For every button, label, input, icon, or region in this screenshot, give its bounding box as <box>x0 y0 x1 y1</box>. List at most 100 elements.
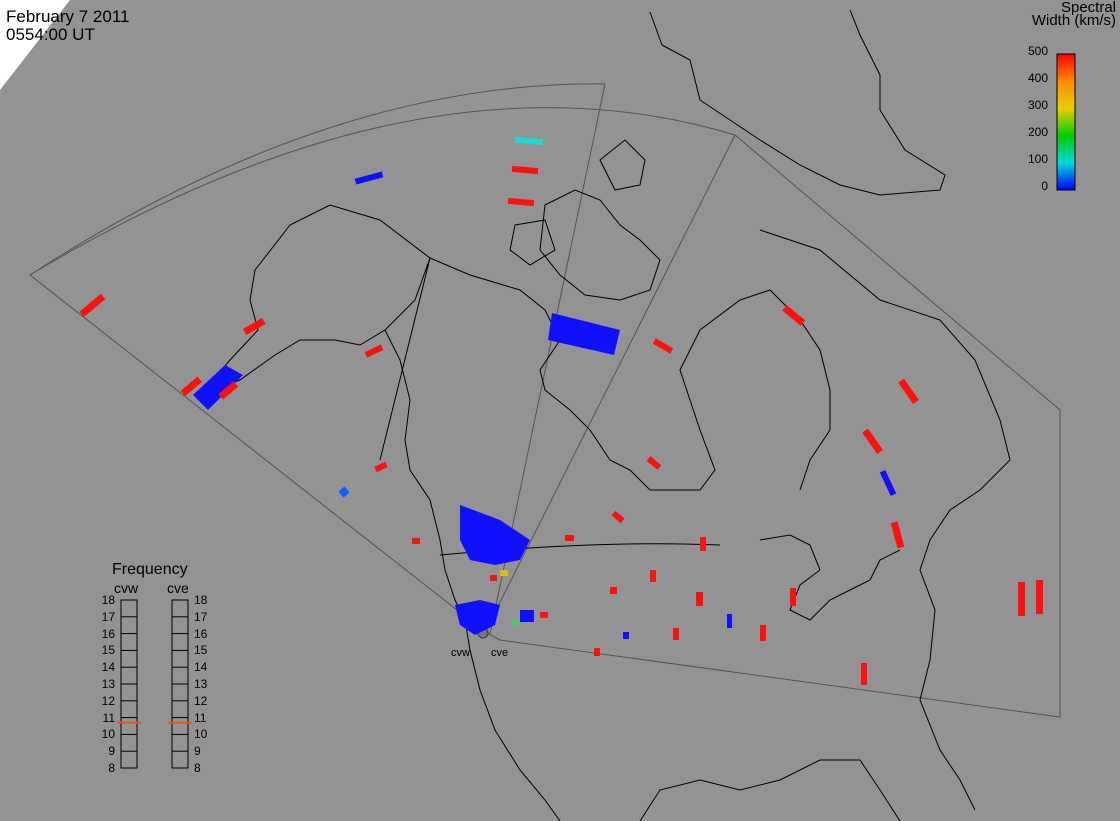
frequency-scales <box>120 599 189 769</box>
echo-cell <box>650 570 656 582</box>
frequency-tick-lines <box>121 616 188 769</box>
frequency-scale-label: 15 <box>194 643 208 658</box>
echo-cell <box>611 510 625 524</box>
echo-cell <box>412 538 420 544</box>
frequency-scale-label: 13 <box>101 677 115 691</box>
alaska-coast <box>199 204 431 396</box>
colorbar-tick-label: 400 <box>1027 71 1048 85</box>
echo-cell <box>696 592 703 606</box>
cvw-fov-arc <box>29 83 606 276</box>
echo-cell <box>594 648 600 656</box>
colorbar-title: Spectral <box>1060 0 1116 16</box>
echo-cell <box>790 588 796 606</box>
fov-boundary-line <box>484 134 736 633</box>
colorbar-tick-label: 500 <box>1027 44 1048 58</box>
frequency-scale-label: 15 <box>101 643 115 658</box>
coastlines <box>199 9 1011 821</box>
frequency-scale-label: 18 <box>101 593 115 607</box>
east-coast <box>759 229 1011 811</box>
echo-cell <box>242 317 266 335</box>
frequency-scale-label: 14 <box>194 660 208 675</box>
frequency-scale-label: 8 <box>194 761 201 775</box>
colorbar-tick-label: 100 <box>1027 152 1048 166</box>
echo-cell <box>540 612 548 618</box>
arctic-islands <box>539 189 661 301</box>
frequency-scale-label: 8 <box>108 761 115 775</box>
echo-patch <box>548 313 620 355</box>
frequency-radar-cvw: cvw <box>114 580 139 596</box>
echo-cell <box>218 381 239 400</box>
echo-cell <box>727 614 732 628</box>
frequency-title: Frequency <box>112 561 188 578</box>
frequency-scale-label: 16 <box>194 626 208 641</box>
colorbar <box>1056 53 1076 191</box>
backscatter-echoes <box>79 136 1043 685</box>
echo-cell <box>1018 582 1025 616</box>
echo-cell <box>364 344 384 358</box>
echo-cell <box>490 575 497 581</box>
echo-cell <box>79 293 106 318</box>
echo-patch <box>460 505 530 565</box>
frequency-scale-label: 14 <box>101 660 115 675</box>
echo-patch <box>193 365 243 410</box>
victoria-island <box>509 219 556 266</box>
echo-cell <box>782 304 806 326</box>
echo-cell <box>511 165 539 175</box>
echo-cell <box>520 610 534 622</box>
gulf-coast <box>639 759 901 821</box>
colorbar-tick-label: 200 <box>1027 125 1048 139</box>
greenland-coast <box>649 9 946 196</box>
frequency-scale-label: 12 <box>194 693 208 708</box>
echo-cell <box>507 197 535 207</box>
frequency-scale-label: 16 <box>101 626 115 641</box>
colorbar-tick-label: 0 <box>1041 179 1048 193</box>
radar-label-cve: cve <box>491 647 509 659</box>
echo-cell <box>610 587 617 594</box>
echo-cell <box>338 486 350 498</box>
frequency-scale-label: 13 <box>194 677 208 691</box>
frequency-scale-label: 10 <box>194 727 208 742</box>
echo-cell <box>514 136 544 146</box>
echo-cell <box>861 663 867 685</box>
hudson-bay-coast <box>429 257 831 491</box>
frequency-scale-label: 12 <box>101 693 115 708</box>
echo-cell <box>700 537 706 551</box>
frequency-scale-label: 9 <box>194 744 201 759</box>
west-coast <box>384 329 561 821</box>
echo-cell <box>623 632 629 639</box>
frequency-scale-label: 9 <box>108 744 115 759</box>
alaska-border <box>379 257 431 461</box>
echo-cell <box>862 428 883 454</box>
corner-region <box>0 0 70 90</box>
echo-cell <box>500 570 508 576</box>
frequency-scale-label: 11 <box>102 710 115 725</box>
ellesmere-island <box>599 139 646 191</box>
echo-patch <box>455 600 500 635</box>
frequency-scale-label: 17 <box>101 609 115 624</box>
great-lakes <box>759 534 901 621</box>
frequency-scale-label: 18 <box>194 593 208 607</box>
date-label: February 7 2011 <box>6 7 130 26</box>
frequency-scale-label: 11 <box>194 710 207 725</box>
echo-cell <box>180 376 202 397</box>
echo-cell <box>565 535 574 541</box>
colorbar-tick-label: 300 <box>1027 98 1048 112</box>
echo-cell <box>760 625 766 641</box>
fov-outline <box>29 83 1061 718</box>
echo-cell <box>512 620 519 625</box>
echo-cell <box>1036 580 1043 614</box>
colorbar-subtitle: Width (km/s) <box>1031 12 1116 29</box>
echo-cell <box>374 461 388 473</box>
cve-fov <box>29 107 1061 718</box>
radar-label-cvw: cvw <box>451 647 470 659</box>
frequency-radar-cve: cve <box>167 580 189 596</box>
time-label: 0554:00 UT <box>6 25 95 44</box>
frequency-scale-label: 10 <box>101 727 115 742</box>
echo-cell <box>354 171 384 185</box>
echo-cell <box>898 378 919 404</box>
echo-cell <box>890 521 905 549</box>
echo-cell <box>879 469 897 497</box>
echo-cell <box>652 338 674 354</box>
